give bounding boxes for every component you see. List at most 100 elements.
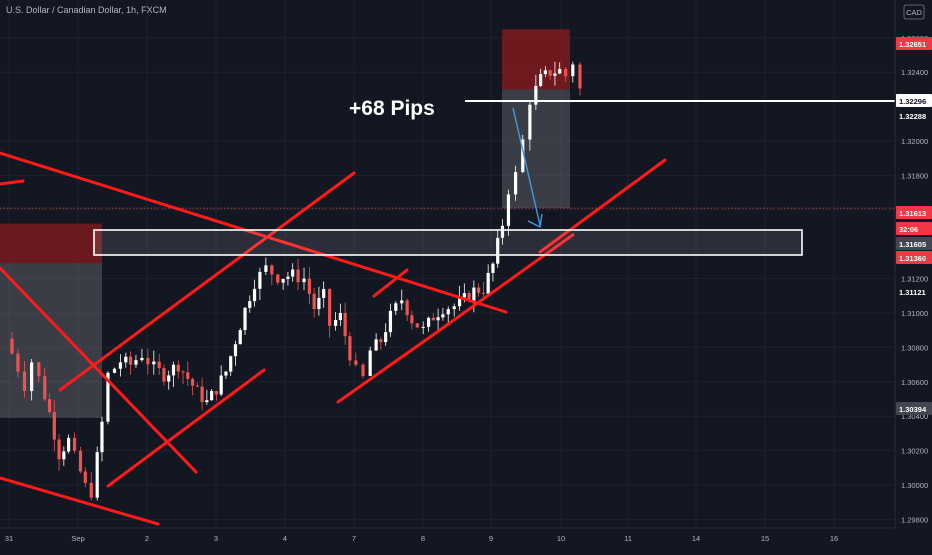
candle-body xyxy=(431,317,435,321)
time-tick-label: Sep xyxy=(71,534,84,543)
candle-body xyxy=(270,265,274,275)
price-label-text: 1.31121 xyxy=(899,288,926,297)
candle-body xyxy=(384,332,388,343)
move-arrow[interactable] xyxy=(512,107,541,226)
trendline-rising-ext[interactable] xyxy=(439,232,575,332)
candle-body xyxy=(43,376,47,400)
candle-body xyxy=(258,271,262,289)
price-label-text: 1.31613 xyxy=(899,209,926,218)
candle-body xyxy=(317,297,321,310)
candle-body xyxy=(171,364,176,376)
candle-body xyxy=(47,399,52,412)
candle-body xyxy=(181,371,185,373)
candle-body xyxy=(394,303,398,311)
candle-body xyxy=(176,364,180,372)
candle-body xyxy=(100,421,104,453)
price-labels: 1.32651 1.32296 1.32288 1.31613 32:06 1.31605… xyxy=(896,37,932,415)
candle-body xyxy=(553,73,557,76)
price-label-tag xyxy=(896,94,932,107)
candle-body xyxy=(452,306,456,310)
candle-body xyxy=(441,314,445,318)
channel-mid-upper[interactable] xyxy=(372,268,409,298)
time-axis[interactable] xyxy=(0,528,932,550)
candle-body xyxy=(252,288,257,302)
candle-body xyxy=(238,330,242,345)
candle-body xyxy=(558,68,562,74)
candle-body xyxy=(491,263,495,273)
candle-body xyxy=(539,74,543,86)
channel-left-upper[interactable] xyxy=(58,171,356,392)
time-tick-label: 11 xyxy=(624,534,632,543)
candle-body xyxy=(486,272,490,294)
price-axis[interactable] xyxy=(895,0,932,550)
candle-body xyxy=(186,372,190,379)
drawings[interactable] xyxy=(0,100,895,526)
currency-badge-label: CAD xyxy=(906,8,922,17)
time-tick-label: 15 xyxy=(761,534,769,543)
time-tick-label: 10 xyxy=(557,534,565,543)
candle-body xyxy=(140,357,144,361)
candle-body xyxy=(78,450,83,472)
candle-body xyxy=(229,356,233,372)
candle-body xyxy=(571,64,575,77)
key-level-zone[interactable] xyxy=(93,229,803,256)
candle-body xyxy=(481,292,486,294)
price-label-tag xyxy=(896,109,932,122)
candle-body xyxy=(62,451,66,460)
candle-body xyxy=(548,70,552,76)
candle-body xyxy=(500,225,505,238)
channel-left-lower[interactable] xyxy=(106,368,266,488)
candle-body xyxy=(286,276,290,280)
candle-body xyxy=(205,400,209,403)
trendline-upper-desc[interactable] xyxy=(0,151,508,314)
candle-body xyxy=(124,356,128,363)
price-tick-label: 1.30400 xyxy=(901,412,928,421)
price-label-text: 1.32296 xyxy=(899,97,926,106)
price-label-text: 1.31605 xyxy=(899,240,926,249)
candle-body xyxy=(264,265,268,272)
time-tick-label: 14 xyxy=(692,534,700,543)
candle-body xyxy=(543,70,547,75)
candle-body xyxy=(307,278,311,294)
candle-body xyxy=(338,313,342,320)
candle-body xyxy=(152,361,156,365)
trendline-bottom[interactable] xyxy=(0,476,160,526)
channel-left-diagonal[interactable] xyxy=(0,266,198,474)
candle-body xyxy=(446,309,450,315)
candle-body xyxy=(10,338,14,354)
candle-body xyxy=(30,362,34,392)
grid xyxy=(0,0,895,528)
candle-body xyxy=(361,364,365,376)
candle-body xyxy=(513,172,518,195)
price-label-tag xyxy=(896,251,932,264)
target-zone-left xyxy=(0,263,102,418)
stop-zone-left xyxy=(0,223,102,264)
currency-badge[interactable] xyxy=(903,4,925,20)
candle-body xyxy=(112,368,117,373)
price-label-text: 1.32651 xyxy=(899,40,926,49)
move-arrow-head xyxy=(527,213,543,229)
candle-body xyxy=(400,300,404,304)
candle-body xyxy=(118,362,123,369)
candle-body xyxy=(210,391,214,401)
channel-mid-lower[interactable] xyxy=(336,328,442,404)
candle-body xyxy=(506,194,511,226)
candles xyxy=(10,61,582,501)
price-label-text: 1.32288 xyxy=(899,112,926,121)
candle-body xyxy=(128,356,133,365)
chart-title: U.S. Dollar / Canadian Dollar, 1h, FXCM xyxy=(6,5,167,15)
candle-body xyxy=(379,339,383,343)
trendline-left-short[interactable] xyxy=(0,179,25,186)
candle-body xyxy=(224,371,228,376)
candle-body xyxy=(16,353,20,372)
candle-body xyxy=(354,360,358,365)
candle-body xyxy=(374,339,378,351)
candle-body xyxy=(134,360,138,365)
time-tick-label: 9 xyxy=(489,534,493,543)
candle-body xyxy=(426,317,431,327)
price-tick-label: 1.30200 xyxy=(901,447,928,456)
trendline-rising[interactable] xyxy=(538,158,667,254)
